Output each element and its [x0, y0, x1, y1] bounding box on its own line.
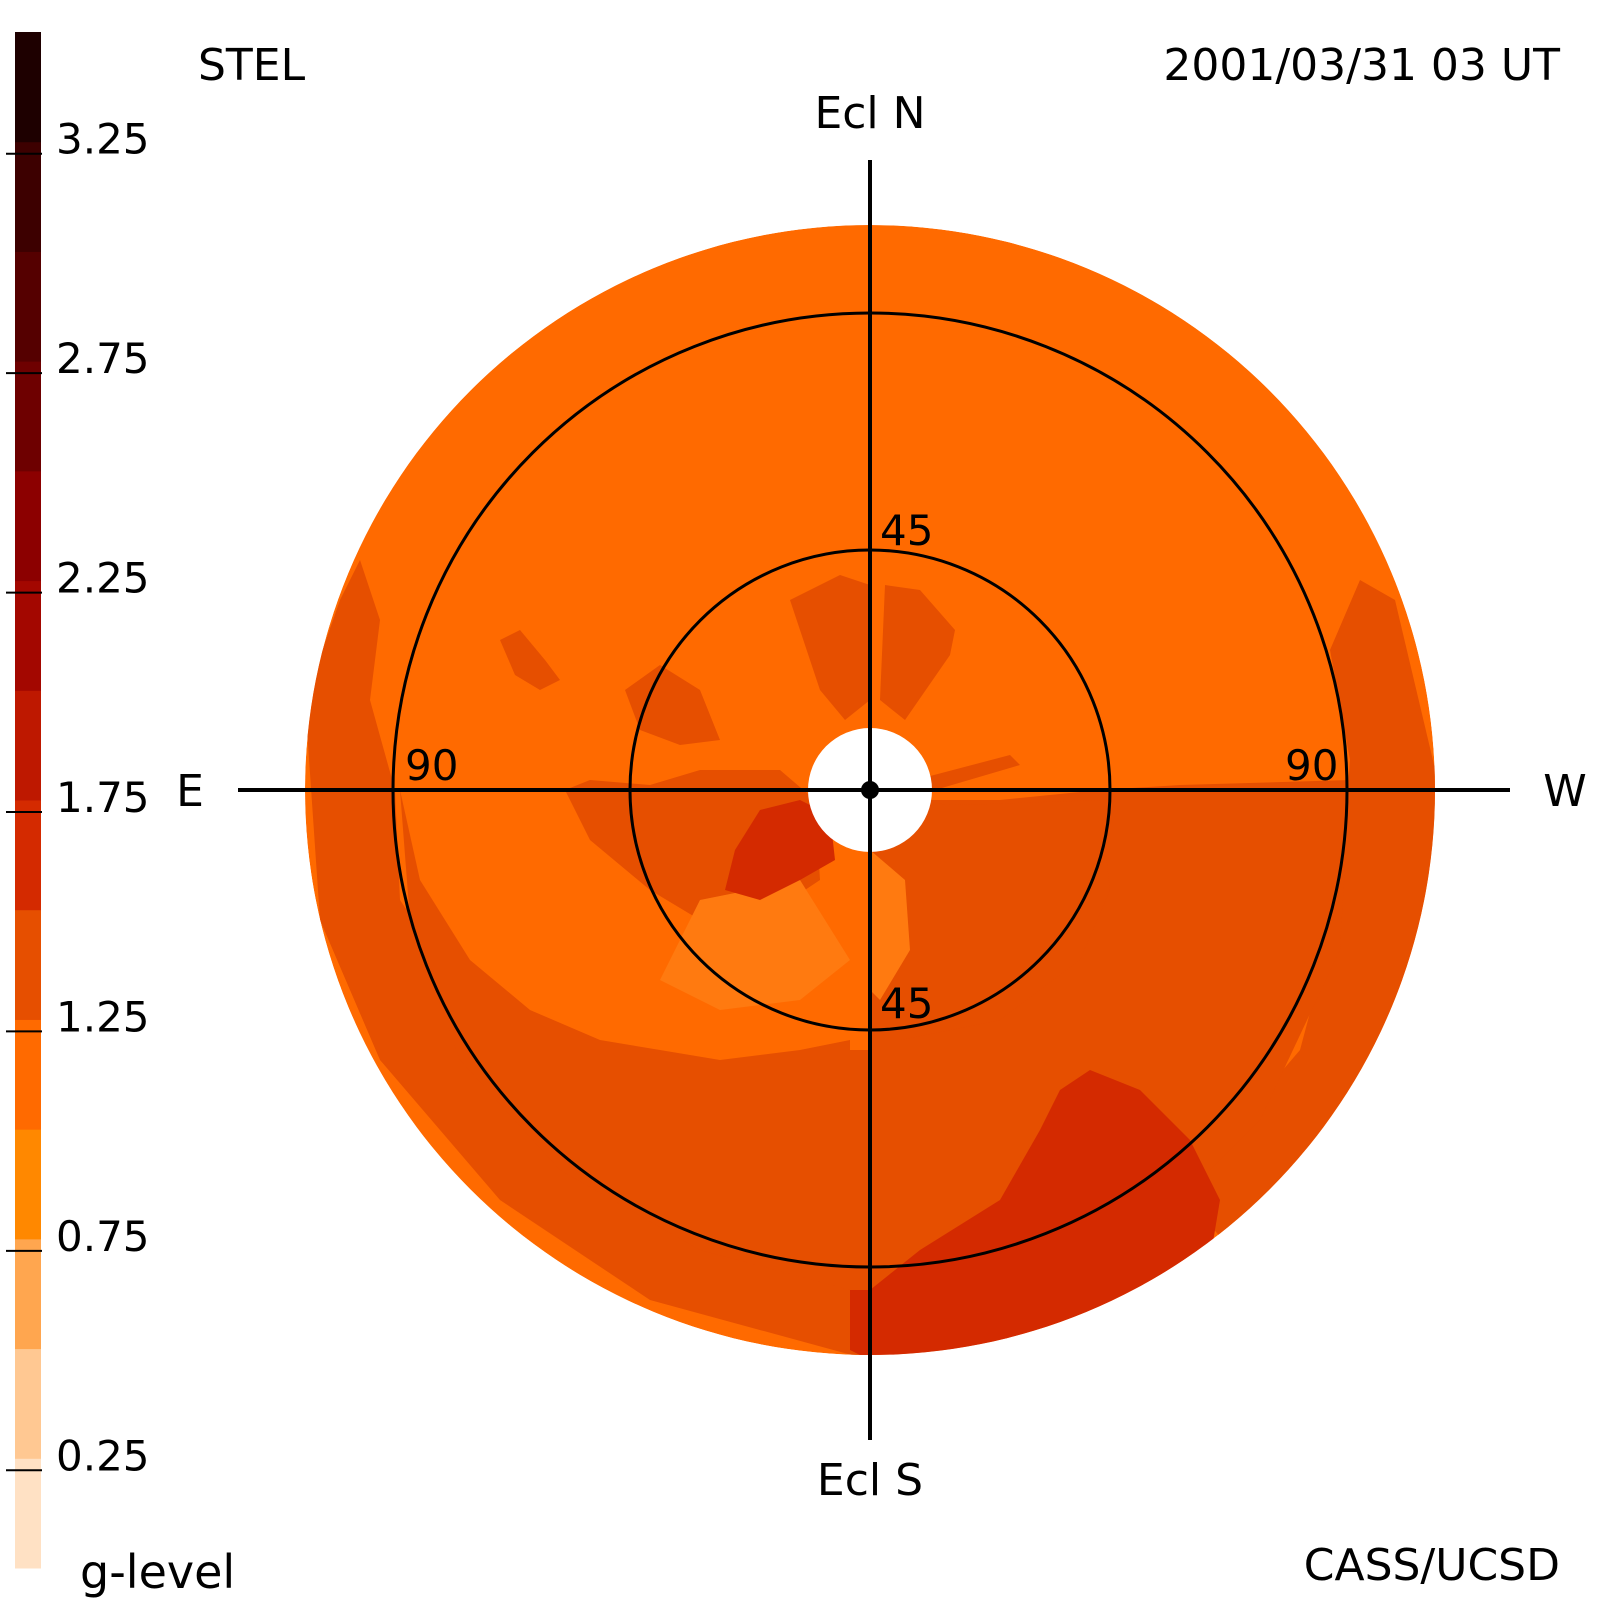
credit-label: CASS/UCSD [1304, 1540, 1560, 1591]
colorbar-segment [15, 1019, 41, 1130]
petal-north-left [790, 575, 870, 720]
weak-south-petal [870, 850, 910, 1000]
colorbar-segment [15, 141, 41, 252]
ring-label-90-west: 90 [1285, 741, 1338, 790]
region-south-center [870, 800, 1110, 1040]
strong-south-edge [850, 1290, 870, 1355]
colorbar-segment [15, 909, 41, 1020]
colorbar [15, 32, 41, 1569]
colorbar-segment [15, 1129, 41, 1240]
colorbar-segment [15, 32, 41, 143]
ring-label-45-bottom: 45 [880, 979, 933, 1028]
ecliptic-south-label: Ecl S [817, 1455, 923, 1506]
colorbar-segment [15, 690, 41, 801]
colorbar-ticks: 3.25 2.75 2.25 1.75 1.25 0.75 0.25 [6, 115, 150, 1480]
instrument-label: STEL [198, 40, 306, 91]
colorbar-title: g-level [80, 1545, 235, 1599]
ecliptic-north-label: Ecl N [814, 88, 925, 139]
colorbar-segment [15, 251, 41, 362]
colorbar-tick-label: 2.25 [56, 554, 150, 603]
ring-label-45-top: 45 [880, 506, 933, 555]
colorbar-tick-label: 1.25 [56, 992, 150, 1041]
ring-label-90-east: 90 [405, 741, 458, 790]
colorbar-tick-label: 0.75 [56, 1212, 150, 1261]
strong-regions [725, 800, 1220, 1355]
colorbar-tick-label: 0.25 [56, 1431, 150, 1480]
colorbar-tick-label: 3.25 [56, 115, 150, 164]
sun-center-dot [861, 781, 879, 799]
timestamp-label: 2001/03/31 03 UT [1163, 40, 1560, 91]
weak-regions [660, 850, 910, 1010]
colorbar-segment [15, 1238, 41, 1350]
region-southeast [400, 790, 850, 1290]
east-label: E [176, 766, 204, 817]
strong-south-lobe [870, 1070, 1220, 1355]
colorbar-segment [15, 580, 41, 691]
colorbar-tick-label: 2.75 [56, 334, 150, 383]
west-label: W [1543, 766, 1587, 817]
petal-northwest [625, 665, 720, 745]
colorbar-segment [15, 470, 41, 582]
colorbar-segment [15, 1458, 41, 1569]
colorbar-tick-label: 1.75 [56, 773, 150, 822]
streak-east-center [915, 755, 1020, 790]
colorbar-segment [15, 1348, 41, 1459]
strong-central-wedge [725, 800, 835, 900]
petal-north-right [880, 585, 955, 720]
colorbar-segment [15, 800, 41, 911]
streak-northwest [500, 630, 560, 690]
weak-southwest-band [660, 880, 850, 1010]
colorbar-segment [15, 361, 41, 472]
